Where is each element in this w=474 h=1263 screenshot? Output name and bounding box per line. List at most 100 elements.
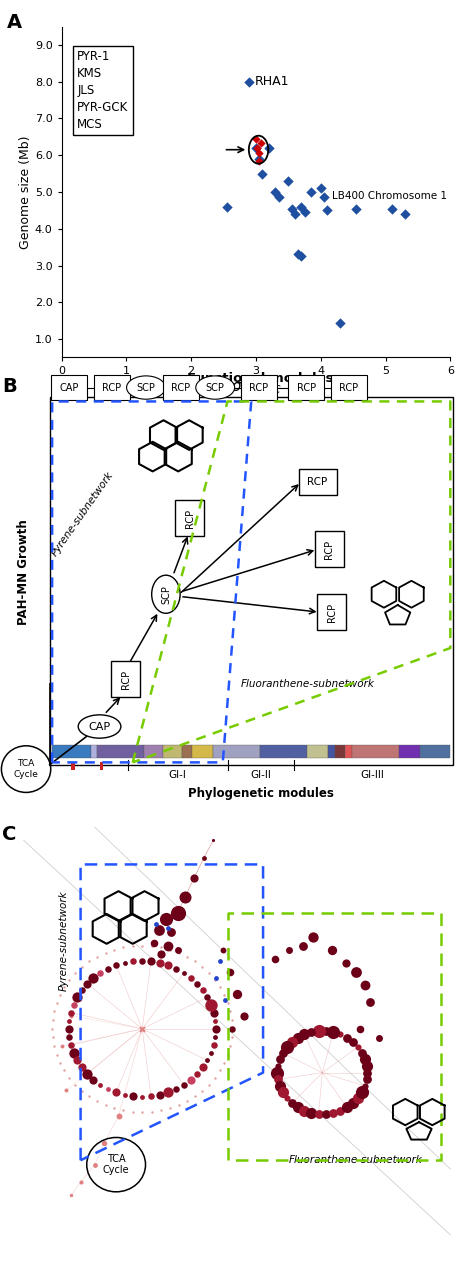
Point [203,1051,211,1071]
Point [180,962,188,983]
FancyBboxPatch shape [213,745,260,758]
Point [199,980,207,1000]
Point [228,1019,236,1039]
Point [273,1062,281,1082]
Point [298,197,305,217]
Point [65,970,73,990]
Point [364,1062,371,1082]
Point [228,1027,236,1047]
Point [147,951,155,971]
Point [65,1010,73,1031]
Point [72,1075,79,1095]
Point [349,1032,356,1052]
Text: RCP: RCP [339,383,358,393]
FancyBboxPatch shape [91,745,97,758]
Point [90,967,97,988]
Point [337,1100,344,1120]
Point [50,1036,58,1056]
FancyBboxPatch shape [399,745,420,758]
Point [187,967,195,988]
Ellipse shape [127,376,165,399]
Point [180,1075,188,1095]
Ellipse shape [78,715,121,738]
Text: RHA1: RHA1 [255,76,289,88]
Point [288,1032,296,1052]
Point [337,312,344,332]
Point [294,1028,301,1048]
Point [200,847,208,868]
Point [93,1091,101,1111]
Point [226,961,234,981]
Text: PAH-MN Growth: PAH-MN Growth [17,519,30,625]
Point [119,937,127,957]
Point [285,940,293,960]
Point [138,951,146,971]
Point [271,949,279,969]
Point [85,951,93,971]
Point [129,1086,137,1106]
Point [233,984,241,1004]
Point [104,1079,112,1099]
Point [255,149,263,169]
Point [315,1104,322,1124]
Point [77,1172,84,1192]
Point [63,1080,70,1100]
FancyBboxPatch shape [328,745,335,758]
FancyBboxPatch shape [299,469,337,495]
Point [210,1003,217,1023]
Point [349,1094,356,1114]
Point [308,1022,315,1042]
Point [167,922,174,942]
Point [121,1085,128,1105]
FancyBboxPatch shape [315,532,344,567]
Point [291,203,299,224]
Point [121,952,128,973]
Point [91,1154,99,1175]
Point [275,187,283,207]
Point [148,1101,155,1122]
Point [174,903,182,923]
Point [283,1037,291,1057]
Point [217,978,224,998]
FancyBboxPatch shape [111,662,140,697]
Point [211,970,219,990]
Point [102,942,109,962]
Point [223,197,230,217]
Point [375,1028,383,1048]
Point [147,1086,155,1106]
Bar [100,763,103,770]
Text: C: C [2,825,17,844]
Point [212,969,219,989]
Point [70,994,77,1014]
X-axis label: $\sigma_{\%G+C}$: $\sigma_{\%G+C}$ [231,380,281,397]
Text: Phylogenetic modules: Phylogenetic modules [188,787,334,801]
FancyBboxPatch shape [52,745,91,758]
Point [401,203,409,224]
Point [301,1100,308,1120]
Point [274,1056,282,1076]
Point [219,940,227,960]
Point [265,138,273,158]
Point [83,1063,91,1084]
Point [148,936,155,956]
Text: RCP: RCP [184,509,195,528]
Point [221,990,229,1010]
Point [70,1043,77,1063]
Point [317,178,325,198]
Point [83,974,91,994]
Point [166,1098,174,1118]
Point [298,246,305,266]
Text: Functional modules: Functional modules [187,373,334,385]
Point [78,1057,85,1077]
Point [119,1100,127,1120]
Point [67,1185,75,1205]
Point [284,171,292,191]
Text: RCP: RCP [324,539,335,560]
Point [174,940,182,960]
Point [78,980,85,1000]
Point [138,1019,146,1039]
Point [207,1043,215,1063]
FancyBboxPatch shape [420,745,450,758]
Point [73,1051,81,1071]
Point [210,830,217,850]
